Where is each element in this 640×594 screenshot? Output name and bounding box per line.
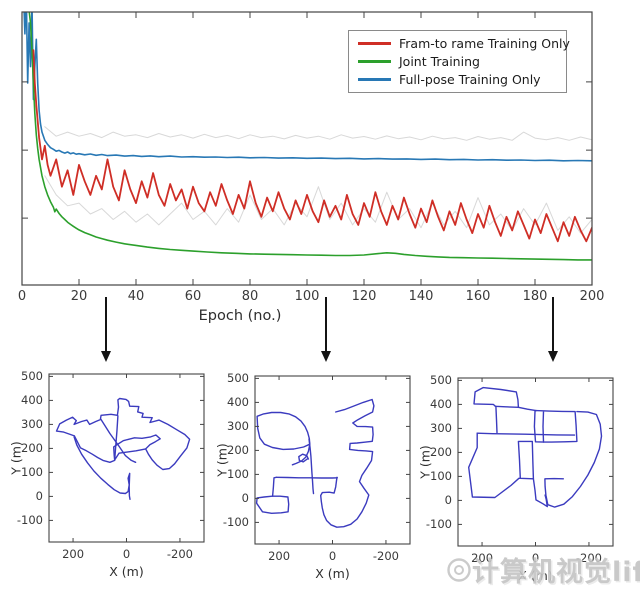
legend: Fram-to rame Training Only Joint Trainin… [348,30,570,93]
tick-label: 160 [465,289,491,304]
tick-label: 300 [430,421,452,436]
legend-line-green-icon [358,59,391,63]
tick-label: 500 [227,371,249,386]
legend-label: Full-pose Training Only [399,72,541,88]
tick-label: 400 [227,395,249,410]
tick-label: -200 [166,547,193,561]
tick-label: 200 [471,551,494,565]
legend-item: Fram-to rame Training Only [349,36,570,51]
tick-label: 80 [241,289,259,304]
trajectory3-y-axis-label: Y (m) [417,445,433,479]
tick-label: 0 [241,491,249,506]
tick-label: 200 [62,547,85,561]
legend-label: Fram-to rame Training Only [399,35,570,51]
tick-label: 300 [21,417,43,432]
arrow-down-icon [320,297,332,362]
arrow-shaft [325,297,327,351]
tick-label: 400 [21,393,43,408]
arrow-down-icon [100,297,112,362]
tick-label: 400 [430,397,452,412]
tick-label: 100 [21,465,43,480]
legend-item: Joint Training [349,54,566,69]
tick-label: -200 [372,549,399,563]
tick-label: -100 [425,517,452,532]
arrow-head [321,351,331,362]
tick-label: 200 [579,289,605,304]
trajectory2-x-axis-label: X (m) [315,566,350,581]
tick-label: -100 [222,515,249,530]
tick-label: 200 [21,441,43,456]
tick-label: 60 [184,289,202,304]
epoch-axis-label: Epoch (no.) [198,308,282,324]
tick-label: 0 [444,493,452,508]
legend-line-blue-icon [358,78,391,82]
tick-label: 0 [122,547,131,561]
arrow-head [101,351,111,362]
watermark-text: 计算机视觉life [472,557,640,588]
legend-line-red-icon [358,41,391,45]
tick-label: 100 [430,469,452,484]
tick-label: 0 [35,489,43,504]
tick-label: 500 [430,373,452,388]
tick-label: 500 [21,369,43,384]
tick-label: 200 [268,549,291,563]
tick-label: 100 [294,289,320,304]
tick-label: 140 [408,289,434,304]
tick-label: 300 [227,419,249,434]
arrow-shaft [552,297,554,351]
tick-label: 0 [328,549,337,563]
tick-label: 100 [227,467,249,482]
tick-label: 200 [430,445,452,460]
arrow-shaft [105,297,107,351]
watermark-logo-icon [447,557,471,582]
tick-label: 20 [70,289,88,304]
watermark: 计算机视觉life [446,550,640,589]
tick-label: 0 [531,551,540,565]
trajectory1-x-axis-label: X (m) [109,564,144,579]
tick-label: 180 [522,289,548,304]
trajectory3-x-axis-label: X (m) [518,568,553,583]
tick-label: 40 [127,289,145,304]
trajectory1-y-axis-label: Y (m) [8,441,24,475]
legend-label: Joint Training [399,53,480,69]
arrow-down-icon [547,297,559,362]
tick-label: 120 [351,289,377,304]
tick-label: -200 [575,551,602,565]
tick-label: 200 [227,443,249,458]
trajectory2-y-axis-label: Y (m) [214,443,230,477]
tick-label: 0 [17,289,27,304]
tick-label: -100 [16,513,43,528]
legend-item: Full-pose Training Only [349,72,566,87]
arrow-head [548,351,558,362]
